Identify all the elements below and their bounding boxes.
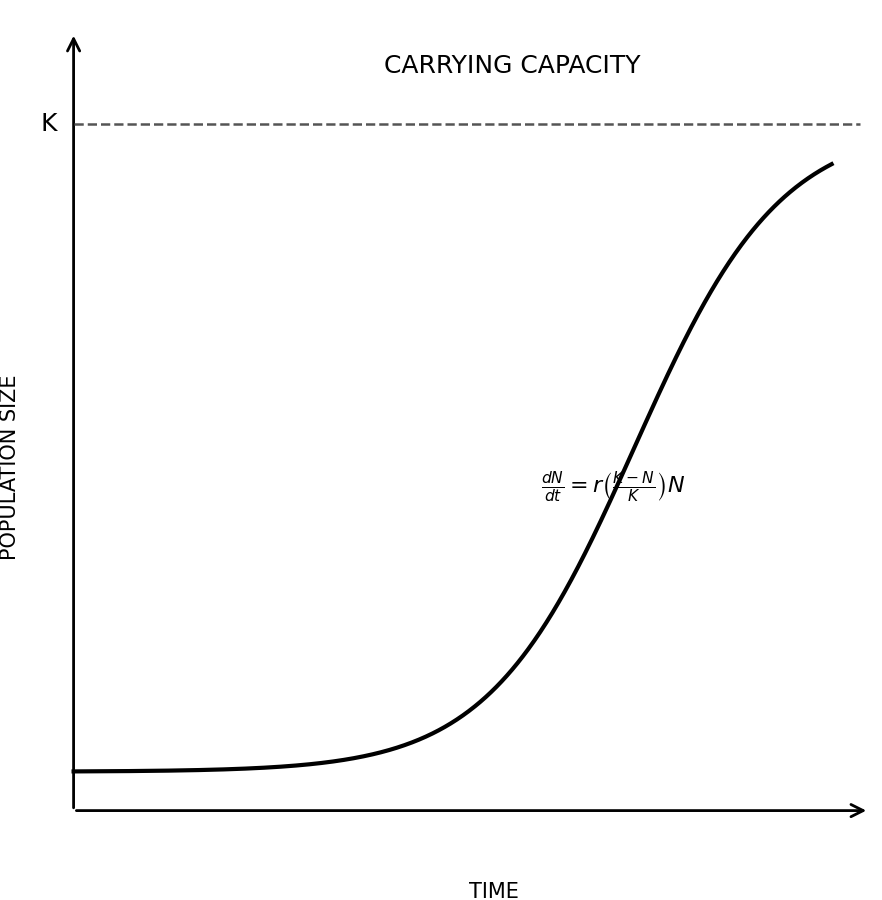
Text: TIME: TIME — [469, 882, 519, 900]
Text: K: K — [41, 112, 57, 136]
Text: POPULATION SIZE: POPULATION SIZE — [0, 374, 20, 560]
Text: CARRYING CAPACITY: CARRYING CAPACITY — [384, 54, 640, 78]
Text: $\frac{dN}{dt} = r \left(\frac{K - N}{K}\right)N$: $\frac{dN}{dt} = r \left(\frac{K - N}{K}… — [542, 469, 686, 504]
